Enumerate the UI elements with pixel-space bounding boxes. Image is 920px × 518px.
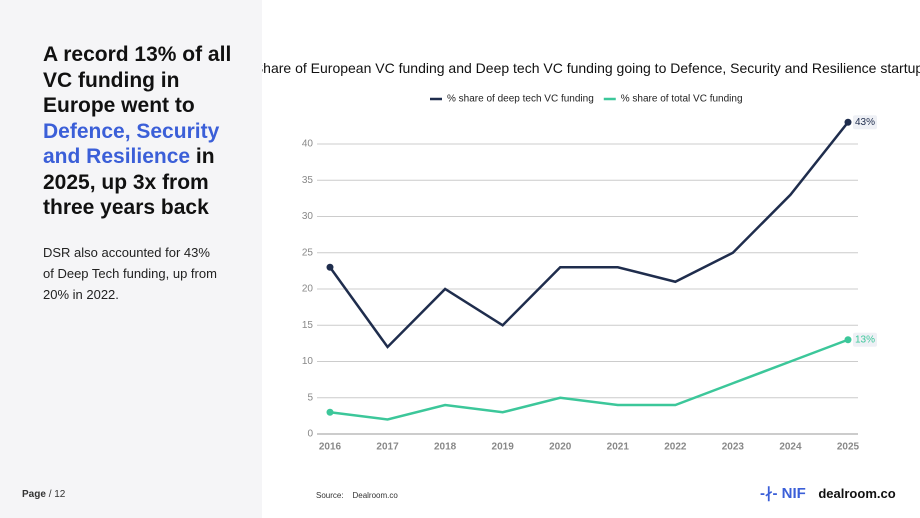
value-label: 13% xyxy=(855,334,875,345)
body-text: DSR also accounted for 43% of Deep Tech … xyxy=(43,245,217,302)
headline-highlight: Defence, Security and Resilience xyxy=(43,119,220,169)
page-count: / 12 xyxy=(48,489,66,500)
point xyxy=(844,118,852,126)
y-tick-label: 35 xyxy=(302,175,314,186)
series-line xyxy=(328,121,849,349)
value-label: 43% xyxy=(855,117,875,128)
legend-label: % share of deep tech VC funding xyxy=(447,94,594,105)
chart: Share of European VC funding and Deep te… xyxy=(262,60,920,453)
x-tick-label: 2025 xyxy=(837,442,860,453)
x-tick-label: 2020 xyxy=(549,442,572,453)
headline: A record 13% of all VC funding in Europe… xyxy=(43,42,243,221)
logo-nif: -∤- NIF xyxy=(760,485,806,502)
source: Source: Dealroom.co xyxy=(316,491,398,500)
x-tick-label: 2018 xyxy=(434,442,457,453)
logo-dealroom: dealroom.co xyxy=(818,486,896,501)
value-label-group: 43% xyxy=(853,115,878,130)
point xyxy=(844,336,852,344)
x-tick-label: 2023 xyxy=(722,442,745,453)
x-tick-label: 2022 xyxy=(664,442,687,453)
x-tick-label: 2017 xyxy=(376,442,399,453)
logos: -∤- NIF dealroom.co xyxy=(760,484,896,502)
point xyxy=(326,263,334,271)
legend-label: % share of total VC funding xyxy=(621,94,743,105)
value-label-bg xyxy=(853,115,878,130)
source-label: Source: xyxy=(316,491,344,500)
y-tick-label: 10 xyxy=(302,356,314,367)
y-tick-label: 15 xyxy=(302,320,314,331)
chart-title: Share of European VC funding and Deep te… xyxy=(262,60,920,76)
y-tick-label: 25 xyxy=(302,247,314,258)
y-tick-label: 40 xyxy=(302,139,314,150)
page-label: Page xyxy=(22,489,46,500)
x-tick-label: 2021 xyxy=(607,442,630,453)
side-panel: A record 13% of all VC funding in Europe… xyxy=(0,0,262,518)
y-tick-label: 0 xyxy=(307,429,313,440)
series-line xyxy=(329,338,849,421)
x-tick-label: 2024 xyxy=(779,442,802,453)
x-tick-label: 2016 xyxy=(319,442,342,453)
value-label-group: 13% xyxy=(853,332,878,347)
headline-text: in 2025, up 3x from three years back xyxy=(43,145,215,219)
source-name: Dealroom.co xyxy=(352,491,398,500)
point xyxy=(326,408,334,416)
y-tick-label: 20 xyxy=(302,284,314,295)
x-tick-label: 2019 xyxy=(492,442,515,453)
headline-text: A record 13% of all VC funding in Europe… xyxy=(43,43,232,117)
logo-nif-text: NIF xyxy=(781,485,806,502)
page-number: Page / 12 xyxy=(22,489,65,500)
y-tick-label: 5 xyxy=(307,392,313,403)
y-tick-label: 30 xyxy=(302,211,314,222)
value-label-bg xyxy=(853,332,878,347)
